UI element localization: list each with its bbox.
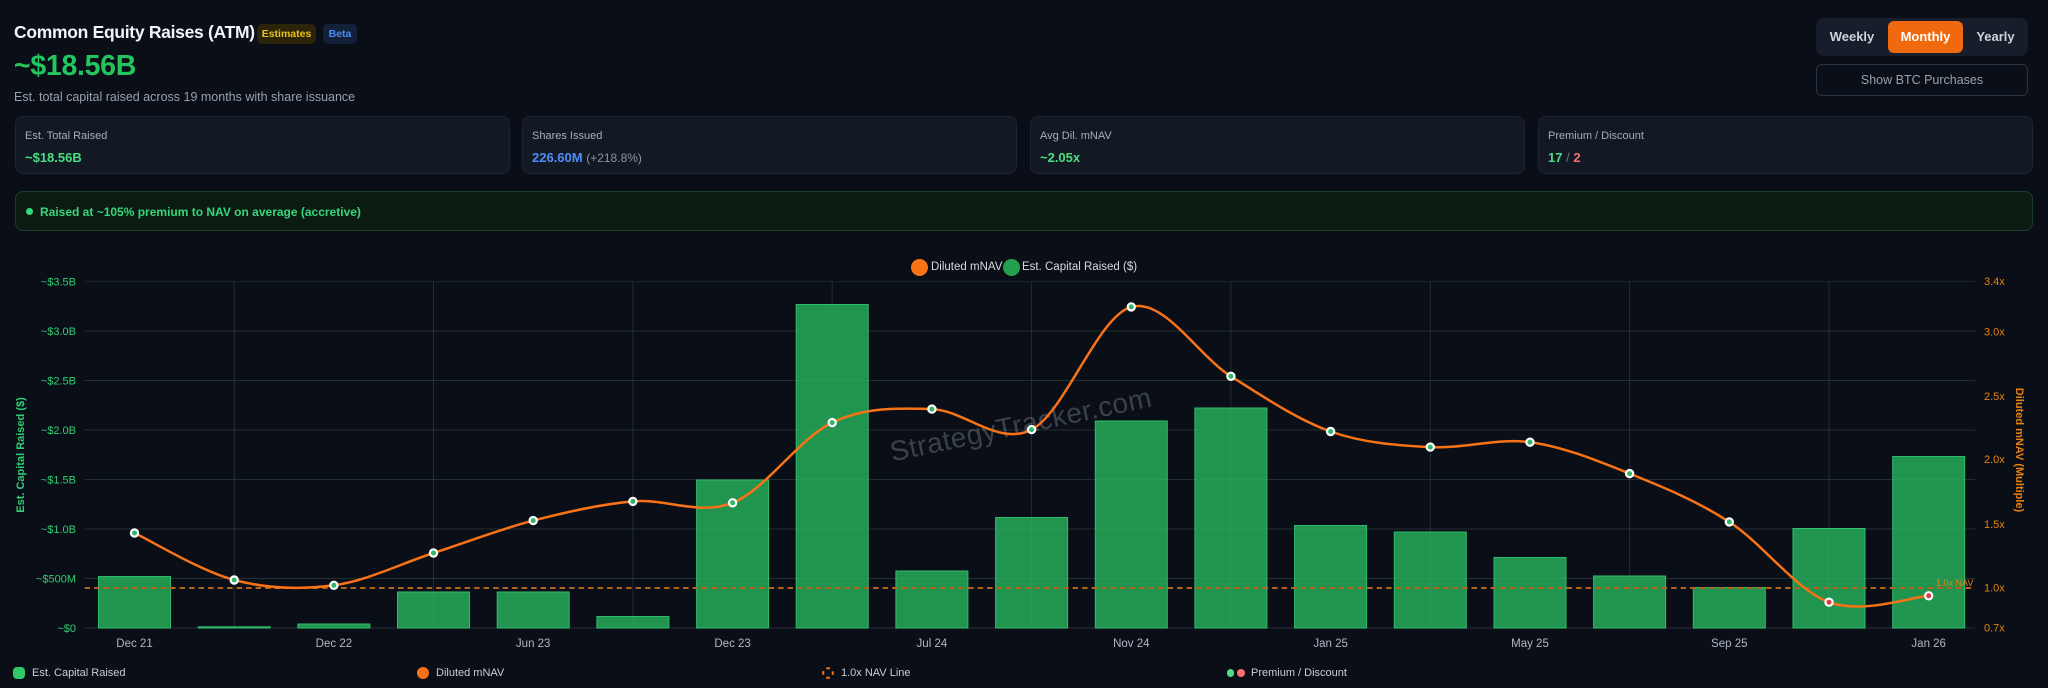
- svg-text:2.0x: 2.0x: [1984, 454, 2005, 466]
- svg-text:1.5x: 1.5x: [1984, 519, 2005, 531]
- svg-text:2.5x: 2.5x: [1984, 391, 2005, 403]
- svg-text:~$3.0B: ~$3.0B: [41, 326, 76, 338]
- svg-text:~$3.5B: ~$3.5B: [41, 277, 76, 289]
- svg-text:Jan 25: Jan 25: [1313, 638, 1348, 650]
- svg-text:3.4x: 3.4x: [1984, 276, 2005, 288]
- svg-text:3.0x: 3.0x: [1984, 327, 2005, 339]
- svg-text:~$2.5B: ~$2.5B: [41, 376, 76, 388]
- svg-text:Est. Capital Raised ($): Est. Capital Raised ($): [15, 397, 27, 513]
- svg-text:Jun 23: Jun 23: [516, 638, 551, 650]
- svg-text:Diluted mNAV (Multiple): Diluted mNAV (Multiple): [2013, 388, 2025, 513]
- svg-text:Dec 22: Dec 22: [316, 638, 352, 650]
- svg-text:Jul 24: Jul 24: [917, 638, 948, 650]
- svg-text:~$2.0B: ~$2.0B: [41, 425, 76, 437]
- svg-text:~$1.0B: ~$1.0B: [41, 524, 76, 536]
- svg-text:Nov 24: Nov 24: [1113, 638, 1150, 650]
- svg-text:Sep 25: Sep 25: [1711, 638, 1747, 650]
- svg-text:1.0x NAV: 1.0x NAV: [1936, 578, 1973, 588]
- svg-text:May 25: May 25: [1511, 638, 1549, 650]
- svg-text:0.7x: 0.7x: [1984, 623, 2005, 635]
- svg-text:Dec 23: Dec 23: [714, 638, 750, 650]
- svg-text:Jan 26: Jan 26: [1911, 638, 1946, 650]
- svg-text:~$0: ~$0: [57, 623, 76, 635]
- svg-text:~$500M: ~$500M: [36, 574, 76, 586]
- svg-text:~$1.5B: ~$1.5B: [41, 475, 76, 487]
- svg-text:Dec 21: Dec 21: [116, 638, 152, 650]
- svg-text:1.0x: 1.0x: [1984, 583, 2005, 595]
